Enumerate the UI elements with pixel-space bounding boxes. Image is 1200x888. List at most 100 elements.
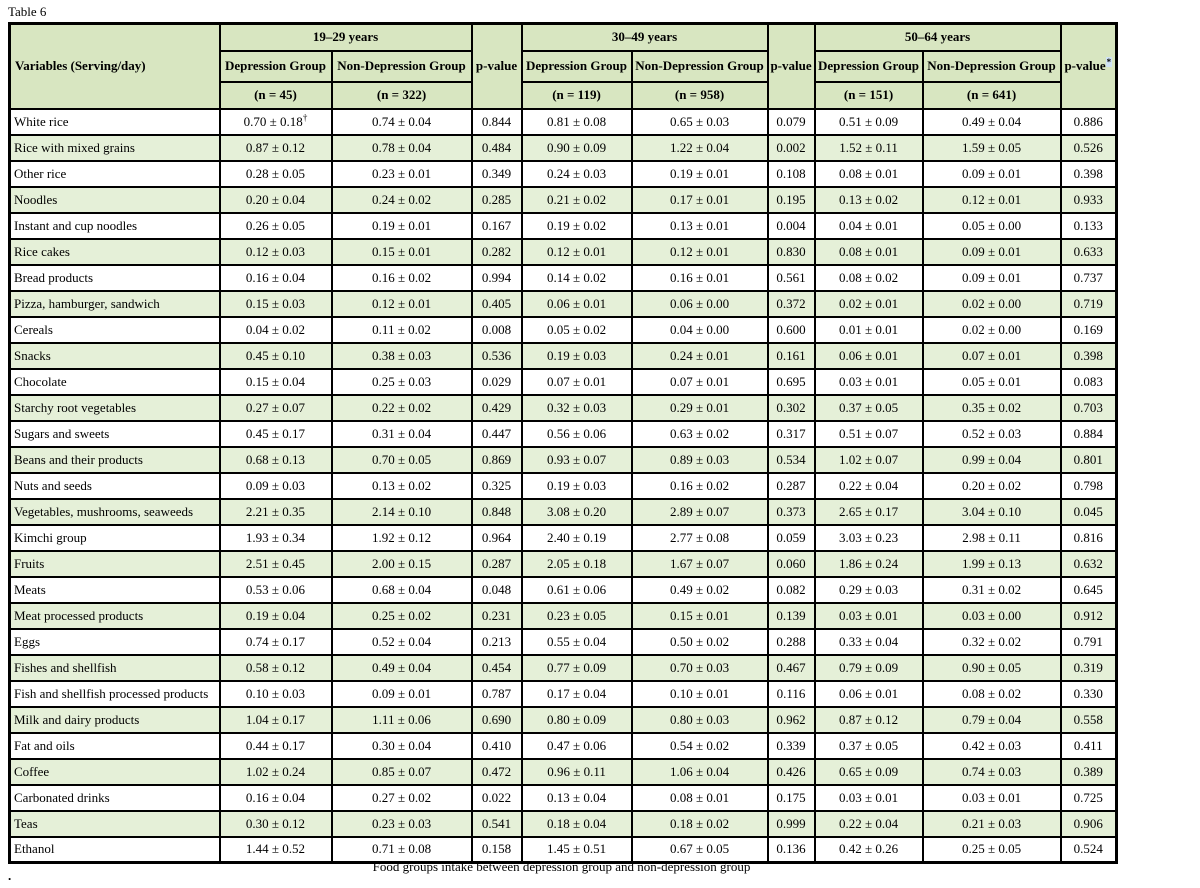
mean-sd-cell: 0.26 ± 0.05 [218,211,333,240]
mean-sd-cell: 0.15 ± 0.04 [218,367,333,396]
table-row: Instant and cup noodles 0.26 ± 0.05 0.19 ±… [8,211,1118,240]
table-row: Other rice 0.28 ± 0.05 0.23 ± 0.01 0.349 0.2… [8,159,1118,188]
column-header-non-depression-2: Non-Depression Group [630,49,769,83]
table-row: Teas 0.30 ± 0.12 0.23 ± 0.03 0.541 0.18 ± 0.… [8,809,1118,838]
p-value-cell: 0.526 [1059,133,1118,162]
mean-sd-cell: 0.87 ± 0.12 [218,133,333,162]
mean-sd-cell: 0.02 ± 0.00 [921,315,1062,344]
p-value-cell: 0.136 [766,835,816,864]
mean-sd-cell: 1.52 ± 0.11 [813,133,924,162]
mean-sd-cell: 0.55 ± 0.04 [520,627,633,656]
food-intake-table: Variables (Serving/day) 19–29 years p-va… [8,22,1119,864]
mean-sd-cell: 3.08 ± 0.20 [520,497,633,526]
p-value-cell: 0.524 [1059,835,1118,864]
mean-sd-cell: 0.42 ± 0.26 [813,835,924,864]
p-value-cell: 0.719 [1059,289,1118,318]
p-value-cell: 0.600 [766,315,816,344]
mean-sd-cell: 0.06 ± 0.00 [630,289,769,318]
mean-sd-cell: 0.70 ± 0.05 [330,445,473,474]
mean-sd-cell: 0.05 ± 0.00 [921,211,1062,240]
mean-sd-cell: 0.52 ± 0.03 [921,419,1062,448]
p-value-cell: 0.169 [1059,315,1118,344]
mean-sd-cell: 0.77 ± 0.09 [520,653,633,682]
row-variable-label: Other rice [8,159,221,188]
mean-sd-cell: 0.33 ± 0.04 [813,627,924,656]
mean-sd-cell: 0.27 ± 0.02 [330,783,473,812]
mean-sd-cell: 0.80 ± 0.09 [520,705,633,734]
mean-sd-cell: 0.42 ± 0.03 [921,731,1062,760]
mean-sd-cell: 0.13 ± 0.02 [330,471,473,500]
mean-sd-cell: 2.51 ± 0.45 [218,549,333,578]
mean-sd-cell: 0.04 ± 0.00 [630,315,769,344]
mean-sd-cell: 0.63 ± 0.02 [630,419,769,448]
mean-sd-cell: 0.15 ± 0.03 [218,289,333,318]
mean-sd-cell: 0.67 ± 0.05 [630,835,769,864]
mean-sd-cell: 0.06 ± 0.01 [813,341,924,370]
mean-sd-cell: 0.79 ± 0.09 [813,653,924,682]
p-value-cell: 0.454 [470,653,523,682]
p-value-cell: 0.167 [470,211,523,240]
table-row: Fish and shellfish processed products 0.1… [8,679,1118,708]
mean-sd-cell: 0.25 ± 0.05 [921,835,1062,864]
p-value-cell: 0.536 [470,341,523,370]
p-value-cell: 0.869 [470,445,523,474]
p-value-cell: 0.195 [766,185,816,214]
p-value-cell: 0.737 [1059,263,1118,292]
p-value-cell: 0.389 [1059,757,1118,786]
table-row: Carbonated drinks 0.16 ± 0.04 0.27 ± 0.02 0… [8,783,1118,812]
mean-sd-cell: 0.29 ± 0.01 [630,393,769,422]
p-value-cell: 0.133 [1059,211,1118,240]
mean-sd-cell: 0.18 ± 0.02 [630,809,769,838]
mean-sd-cell: 1.92 ± 0.12 [330,523,473,552]
mean-sd-cell: 0.45 ± 0.17 [218,419,333,448]
p-value-cell: 0.060 [766,549,816,578]
mean-sd-cell: 1.99 ± 0.13 [921,549,1062,578]
p-value-cell: 0.426 [766,757,816,786]
mean-sd-cell: 0.25 ± 0.03 [330,367,473,396]
p-value-cell: 0.059 [766,523,816,552]
mean-sd-cell: 1.93 ± 0.34 [218,523,333,552]
mean-sd-cell: 0.80 ± 0.03 [630,705,769,734]
mean-sd-cell: 0.02 ± 0.01 [813,289,924,318]
p-value-cell: 0.339 [766,731,816,760]
mean-sd-cell: 0.08 ± 0.01 [630,783,769,812]
p-value-cell: 0.285 [470,185,523,214]
mean-sd-cell: 0.12 ± 0.03 [218,237,333,266]
mean-sd-cell: 0.08 ± 0.02 [921,679,1062,708]
n-count-depression-2: (n = 119) [520,80,633,110]
mean-sd-cell: 0.05 ± 0.01 [921,367,1062,396]
p-value-cell: 0.703 [1059,393,1118,422]
p-value-cell: 0.561 [766,263,816,292]
p-value-cell: 0.175 [766,783,816,812]
mean-sd-cell: 0.79 ± 0.04 [921,705,1062,734]
mean-sd-cell: 0.85 ± 0.07 [330,757,473,786]
column-header-p-value-2: p-value [766,22,816,110]
mean-sd-cell: 0.24 ± 0.02 [330,185,473,214]
row-variable-label: Fish and shellfish processed products [8,679,221,708]
mean-sd-cell: 0.93 ± 0.07 [520,445,633,474]
p-value-cell: 0.633 [1059,237,1118,266]
mean-sd-cell: 1.67 ± 0.07 [630,549,769,578]
p-value-3-label: p-value [1064,58,1106,74]
p-value-cell: 0.884 [1059,419,1118,448]
p-value-cell: 0.695 [766,367,816,396]
mean-sd-cell: 0.09 ± 0.01 [330,679,473,708]
mean-sd-cell: 0.87 ± 0.12 [813,705,924,734]
p-value-cell: 0.999 [766,809,816,838]
mean-sd-cell: 0.30 ± 0.04 [330,731,473,760]
p-value-cell: 0.645 [1059,575,1118,604]
mean-sd-cell: 1.04 ± 0.17 [218,705,333,734]
footnote-asterisk-link[interactable]: * [1105,56,1113,67]
mean-sd-cell: 0.03 ± 0.01 [813,601,924,630]
mean-sd-cell: 0.45 ± 0.10 [218,341,333,370]
mean-sd-cell: 0.71 ± 0.08 [330,835,473,864]
p-value-cell: 0.398 [1059,159,1118,188]
mean-sd-cell: 0.81 ± 0.08 [520,107,633,136]
table-row: White rice 0.70 ± 0.18† 0.74 ± 0.04 0.844 0.… [8,107,1118,136]
mean-sd-cell: 0.70 ± 0.03 [630,653,769,682]
p-value-cell: 0.213 [470,627,523,656]
mean-sd-cell: 0.03 ± 0.01 [813,367,924,396]
p-value-cell: 0.282 [470,237,523,266]
mean-sd-cell: 0.31 ± 0.04 [330,419,473,448]
mean-sd-cell: 0.09 ± 0.03 [218,471,333,500]
